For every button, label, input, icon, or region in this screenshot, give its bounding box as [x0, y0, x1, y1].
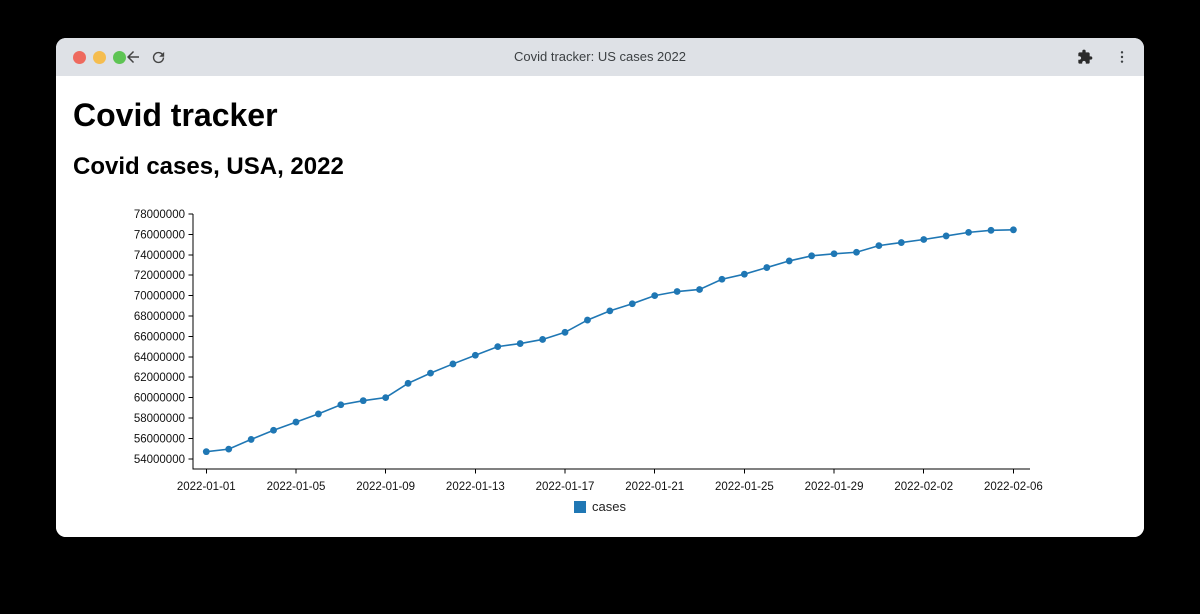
traffic-lights: [73, 50, 126, 64]
back-arrow-icon: [127, 51, 139, 63]
minimize-button[interactable]: [93, 50, 106, 64]
legend-swatch: [574, 500, 587, 513]
three-dot-menu-icon: [1120, 51, 1124, 63]
browser-titlebar: Covid tracker: US cases 2022: [56, 38, 1144, 76]
extensions-button[interactable]: [1077, 49, 1093, 65]
page-content: Covid tracker Covid cases, USA, 2022: [56, 97, 1144, 537]
close-button[interactable]: [73, 50, 86, 64]
maximize-button[interactable]: [113, 50, 126, 64]
back-button[interactable]: [124, 48, 142, 66]
page-subtitle: Covid cases, USA, 2022: [73, 152, 344, 180]
chart-legend: cases: [574, 499, 626, 514]
menu-button[interactable]: [1114, 49, 1130, 65]
legend-label: cases: [592, 499, 626, 514]
reload-button[interactable]: [150, 49, 167, 66]
browser-window: Covid tracker: US cases 2022 Covid track…: [56, 38, 1144, 537]
page-title: Covid tracker: [73, 97, 278, 133]
window-title: Covid tracker: US cases 2022: [514, 49, 686, 64]
reload-icon: [152, 51, 165, 63]
puzzle-icon: [1078, 49, 1093, 64]
